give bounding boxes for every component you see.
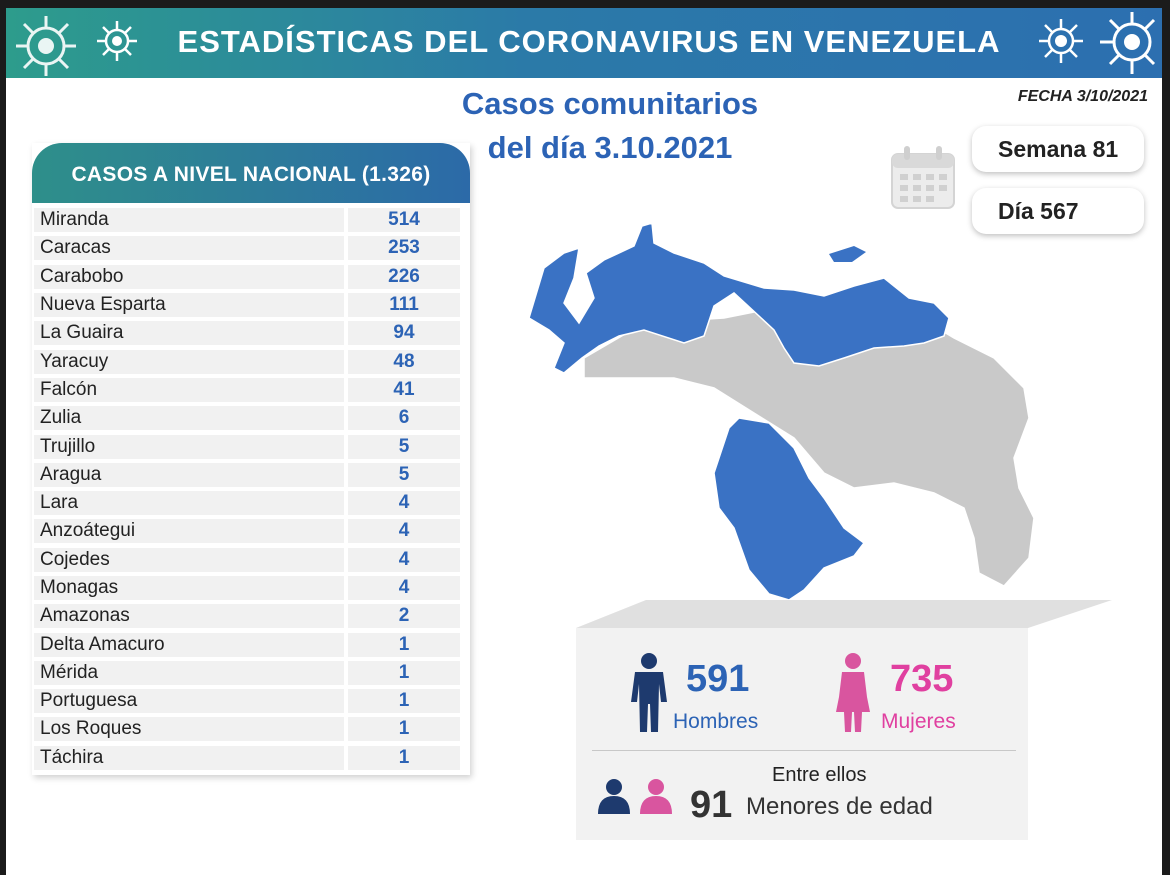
state-name: Miranda	[34, 208, 344, 233]
case-count: 4	[348, 491, 460, 516]
case-count: 1	[348, 660, 460, 685]
case-count: 111	[348, 293, 460, 318]
table-row: Delta Amacuro 1	[32, 630, 470, 658]
table-row: Carabobo 226	[32, 263, 470, 291]
state-name: Cojedes	[34, 547, 344, 572]
stats-card-top	[576, 600, 1112, 628]
table-title: CASOS A NIVEL NACIONAL (1.326)	[32, 143, 470, 203]
state-name: Monagas	[34, 576, 344, 600]
case-count: 4	[348, 519, 460, 544]
case-count: 5	[348, 462, 460, 487]
table-row: Mérida 1	[32, 659, 470, 687]
minors-count: 91	[690, 784, 733, 826]
case-count: 41	[348, 377, 460, 402]
table-row: Falcón 41	[32, 376, 470, 404]
virus-icon	[16, 16, 76, 76]
case-count: 4	[348, 576, 460, 600]
day-badge: Día 567	[972, 188, 1144, 234]
state-name: Mérida	[34, 660, 344, 685]
table-row: Anzoátegui 4	[32, 517, 470, 545]
state-name: Táchira	[34, 745, 344, 770]
subtitle-line1: Casos comunitarios	[461, 86, 759, 121]
map-blue-amazonas	[713, 417, 866, 601]
case-count: 514	[348, 208, 460, 233]
state-name: Falcón	[34, 377, 344, 402]
table-row: La Guaira 94	[32, 319, 470, 347]
cases-table: CASOS A NIVEL NACIONAL (1.326) Miranda 51…	[32, 143, 470, 775]
state-name: Lara	[34, 491, 344, 516]
venezuela-map	[528, 222, 1035, 601]
table-row: Portuguesa 1	[32, 687, 470, 715]
case-count: 6	[348, 406, 460, 431]
state-name: Zulia	[34, 406, 344, 431]
table-row: Lara 4	[32, 489, 470, 517]
table-row: Yaracuy 48	[32, 347, 470, 375]
state-name: Los Roques	[34, 717, 344, 742]
state-name: Nueva Esparta	[34, 293, 344, 318]
woman-icon	[836, 653, 870, 732]
state-name: Aragua	[34, 462, 344, 487]
table-row: Zulia 6	[32, 404, 470, 432]
case-count: 94	[348, 321, 460, 346]
date-label: FECHA 3/10/2021	[1017, 88, 1148, 105]
men-label: Hombres	[673, 710, 759, 733]
table-row: Caracas 253	[32, 234, 470, 262]
case-count: 1	[348, 689, 460, 714]
virus-icon-right-small	[1039, 19, 1083, 63]
table-rows: Miranda 514 Caracas 253 Carabobo 226 Nueva …	[32, 206, 470, 772]
table-row: Nueva Esparta 111	[32, 291, 470, 319]
window-frame-left	[0, 0, 6, 875]
case-count: 5	[348, 434, 460, 459]
state-name: Amazonas	[34, 604, 344, 629]
table-row: Los Roques 1	[32, 715, 470, 743]
man-icon	[631, 653, 667, 732]
map-island	[829, 246, 866, 262]
case-count: 226	[348, 264, 460, 289]
stats-divider	[592, 750, 1016, 751]
map-blue-north	[528, 222, 950, 374]
calendar-icon	[891, 146, 955, 209]
subtitle-line2: del día 3.10.2021	[487, 130, 733, 165]
table-row: Miranda 514	[32, 206, 470, 234]
state-name: Trujillo	[34, 434, 344, 459]
window-frame-top	[0, 0, 1170, 8]
minors-intro: Entre ellos	[772, 764, 867, 786]
case-count: 1	[348, 717, 460, 742]
table-row: Trujillo 5	[32, 432, 470, 460]
case-count: 1	[348, 632, 460, 657]
table-row: Táchira 1	[32, 744, 470, 772]
header-banner: ESTADÍSTICAS DEL CORONAVIRUS EN VENEZUEL…	[6, 8, 1162, 78]
minors-label: Menores de edad	[746, 793, 933, 820]
table-row: Monagas 4	[32, 574, 470, 602]
women-count: 735	[890, 658, 954, 700]
state-name: Anzoátegui	[34, 519, 344, 544]
week-badge: Semana 81	[972, 126, 1144, 172]
case-count: 1	[348, 745, 460, 770]
men-count: 591	[686, 658, 750, 700]
table-row: Amazonas 2	[32, 602, 470, 630]
state-name: Portuguesa	[34, 689, 344, 714]
case-count: 4	[348, 547, 460, 572]
subtitle: Casos comunitarios del día 3.10.2021	[420, 82, 800, 170]
state-name: Carabobo	[34, 264, 344, 289]
state-name: Yaracuy	[34, 349, 344, 374]
women-label: Mujeres	[881, 710, 956, 733]
minors-icon	[598, 779, 672, 814]
case-count: 253	[348, 236, 460, 261]
state-name: Caracas	[34, 236, 344, 261]
table-row: Aragua 5	[32, 461, 470, 489]
case-count: 48	[348, 349, 460, 374]
window-frame-right	[1162, 0, 1170, 875]
page-title: ESTADÍSTICAS DEL CORONAVIRUS EN VENEZUEL…	[177, 24, 1001, 59]
virus-icon-small	[97, 21, 137, 61]
state-name: Delta Amacuro	[34, 632, 344, 657]
table-row: Cojedes 4	[32, 546, 470, 574]
state-name: La Guaira	[34, 321, 344, 346]
virus-icon-right	[1100, 12, 1156, 74]
case-count: 2	[348, 604, 460, 629]
